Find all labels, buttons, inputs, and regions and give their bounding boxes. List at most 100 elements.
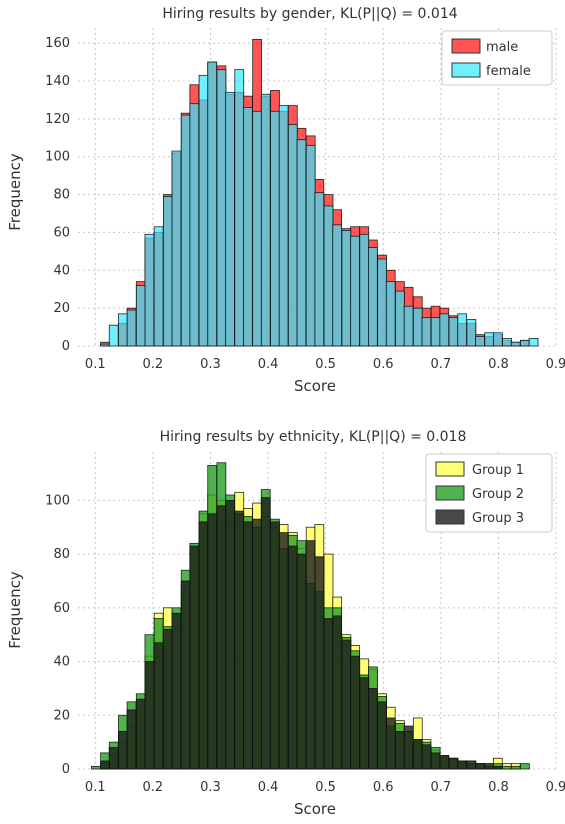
chart-ethnicity-x-ticks: 0.1 0.2 0.3 0.4 0.5 0.6 0.7 0.8 0.9: [85, 780, 565, 795]
x-tick-label: 0.9: [546, 780, 565, 795]
y-tick-label: 140: [45, 74, 70, 89]
y-tick-label: 60: [53, 601, 70, 616]
bar-group-2: [502, 765, 512, 770]
bar-group-3: [162, 628, 173, 770]
bar-group-3: [234, 510, 245, 770]
chart-gender: Hiring results by gender, KL(P||Q) = 0.0…: [6, 6, 565, 395]
legend-swatch-group-2: [435, 485, 465, 501]
bar-group-3: [350, 655, 360, 770]
bar-group-3: [484, 763, 495, 770]
bar-female: [243, 107, 253, 347]
bar-female: [520, 339, 530, 347]
chart-gender-title: Hiring results by gender, KL(P||Q) = 0.0…: [162, 6, 457, 22]
chart-gender-bars: [100, 38, 539, 347]
y-tick-label: 40: [53, 263, 70, 278]
bar-group-3: [252, 518, 262, 770]
bar-female: [323, 205, 334, 347]
legend-label-group-3: Group 3: [472, 511, 524, 526]
bar-female: [260, 93, 271, 347]
bar-female: [314, 192, 325, 347]
y-tick-label: 120: [45, 112, 70, 127]
chart-gender-x-label: Score: [294, 377, 336, 395]
y-tick-label: 20: [53, 301, 70, 316]
x-tick-label: 0.1: [85, 357, 106, 372]
y-tick-label: 100: [45, 150, 70, 165]
bar-group-3: [100, 760, 110, 770]
bar-group-3: [278, 532, 289, 770]
bar-female: [475, 336, 485, 347]
bar-female: [144, 233, 155, 347]
bar-female: [287, 124, 298, 347]
legend-swatch-female: [451, 62, 481, 78]
bar-female: [377, 258, 387, 347]
x-tick-label: 0.4: [258, 357, 279, 372]
bar-female: [100, 343, 110, 347]
bar-group-3: [108, 747, 119, 770]
bar-female: [430, 317, 441, 347]
y-tick-label: 0: [62, 339, 70, 354]
chart-ethnicity-y-ticks: 0 20 40 60 80 100: [45, 493, 70, 777]
y-tick-label: 160: [45, 36, 70, 51]
bar-female: [207, 61, 218, 347]
bar-female: [252, 110, 262, 347]
bar-female: [421, 317, 432, 347]
series-female: [100, 61, 539, 347]
bar-group-3: [457, 760, 467, 770]
x-tick-label: 0.2: [143, 357, 164, 372]
bar-group-3: [475, 763, 485, 770]
bar-group-3: [466, 760, 477, 770]
bar-female: [412, 307, 423, 347]
bar-female: [296, 139, 307, 347]
legend-swatch-group-1: [435, 461, 465, 477]
x-tick-label: 0.2: [143, 780, 164, 795]
chart-gender-legend: male female: [441, 30, 553, 86]
bar-group-3: [189, 545, 200, 770]
bar-female: [126, 309, 137, 347]
bar-group-3: [126, 709, 137, 770]
bar-group-3: [198, 521, 209, 770]
bar-group-3: [305, 540, 316, 770]
chart-gender-x-ticks: 0.1 0.2 0.3 0.4 0.5 0.6 0.7 0.8 0.9: [85, 357, 565, 372]
bar-group-2: [510, 765, 521, 770]
y-tick-label: 60: [53, 225, 70, 240]
y-tick-label: 0: [62, 762, 70, 777]
bar-group-3: [367, 688, 378, 770]
bar-group-3: [395, 730, 405, 770]
x-tick-label: 0.6: [373, 780, 394, 795]
legend-label-male: male: [486, 40, 518, 55]
bar-female: [502, 338, 512, 347]
bar-group-3: [207, 513, 218, 770]
legend-label-female: female: [486, 64, 531, 79]
chart-gender-y-label: Frequency: [6, 153, 24, 231]
bar-female: [466, 319, 477, 347]
bar-group-3: [180, 580, 191, 770]
bar-group-3: [385, 717, 396, 770]
series-group-3: [100, 497, 503, 770]
bar-female: [510, 341, 521, 347]
y-tick-label: 80: [53, 188, 70, 203]
bar-group-3: [492, 765, 503, 770]
bar-group-3: [314, 556, 325, 770]
bar-group-3: [403, 725, 414, 770]
bar-group-3: [421, 744, 432, 770]
bar-female: [135, 285, 146, 347]
chart-ethnicity-bars: [90, 462, 530, 770]
bar-female: [108, 324, 119, 347]
x-tick-label: 0.4: [258, 780, 279, 795]
bar-female: [359, 233, 370, 347]
chart-ethnicity-y-label: Frequency: [6, 571, 24, 649]
bar-group-3: [153, 642, 164, 770]
bar-female: [332, 224, 343, 347]
bar-female: [457, 313, 467, 347]
bar-group-3: [225, 499, 235, 770]
bar-female: [385, 281, 396, 347]
bar-female: [225, 91, 235, 347]
x-tick-label: 0.3: [200, 780, 221, 795]
bar-group-3: [332, 615, 343, 770]
chart-ethnicity-title: Hiring results by ethnicity, KL(P||Q) = …: [160, 429, 467, 445]
bar-female: [234, 69, 245, 347]
x-tick-label: 0.7: [430, 780, 451, 795]
bar-female: [305, 144, 316, 347]
